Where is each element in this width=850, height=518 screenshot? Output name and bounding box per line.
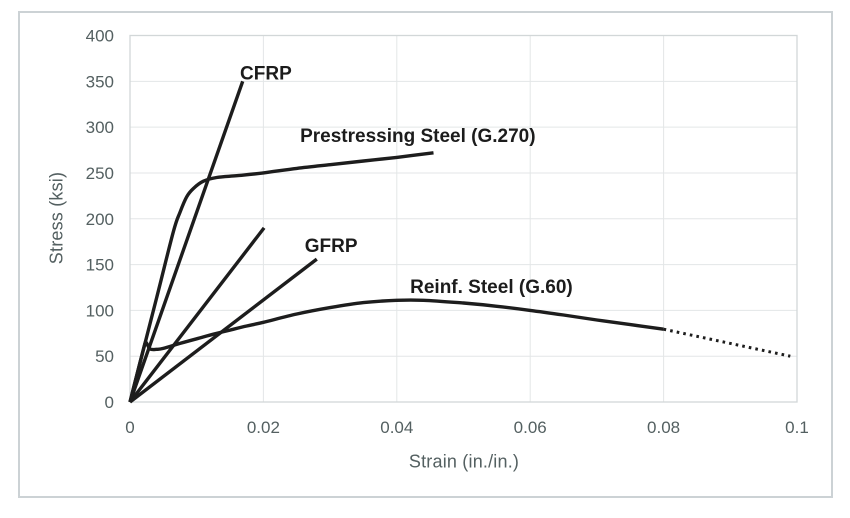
- y-axis-title: Stress (ksi): [46, 171, 67, 265]
- series-line-unlabeled-5: [663, 327, 791, 358]
- y-tick-label: 50: [95, 347, 114, 366]
- series-line-reinf-steel-g-60: [128, 298, 664, 403]
- series-curves: [128, 80, 791, 404]
- series-annotations: CFRP Prestressing Steel (G.270) GFRP Reinf.…: [240, 64, 573, 298]
- x-tick-label: 0.04: [380, 418, 413, 437]
- series-label-reinf-steel-g-60: Reinf. Steel (G.60): [410, 277, 573, 298]
- plot-area-border: [129, 34, 798, 403]
- y-tick-label: 400: [86, 27, 114, 46]
- gridlines: [129, 35, 798, 403]
- series-line-prestressing-steel-g-270: [128, 151, 434, 403]
- y-tick-label: 250: [86, 164, 114, 183]
- y-tick-label: 100: [86, 301, 114, 320]
- x-tick-label: 0.08: [647, 418, 680, 437]
- y-tick-label: 300: [86, 118, 114, 137]
- x-axis-title: Strain (in./in.): [408, 451, 520, 472]
- series-label-prestressing-steel-g-270: Prestressing Steel (G.270): [300, 126, 535, 147]
- y-tick-label: 150: [86, 256, 114, 275]
- x-tick-label: 0.02: [247, 418, 280, 437]
- x-tick-labels: 0 0.02 0.04 0.06 0.08 0.1: [125, 418, 809, 437]
- series-line-cfrp: [128, 80, 245, 403]
- series-line-unlabeled-2: [128, 226, 266, 404]
- x-tick-label: 0.06: [514, 418, 547, 437]
- figure-frame: [18, 11, 833, 498]
- series-label-cfrp: CFRP: [240, 64, 292, 85]
- x-tick-label: 0.1: [785, 418, 809, 437]
- y-tick-label: 0: [105, 393, 114, 412]
- series-label-gfrp: GFRP: [305, 236, 358, 257]
- y-tick-labels: 0 50 100 150 200 250 300 350 400: [86, 27, 114, 413]
- y-tick-label: 350: [86, 72, 114, 91]
- x-tick-label: 0: [125, 418, 134, 437]
- y-tick-label: 200: [86, 210, 114, 229]
